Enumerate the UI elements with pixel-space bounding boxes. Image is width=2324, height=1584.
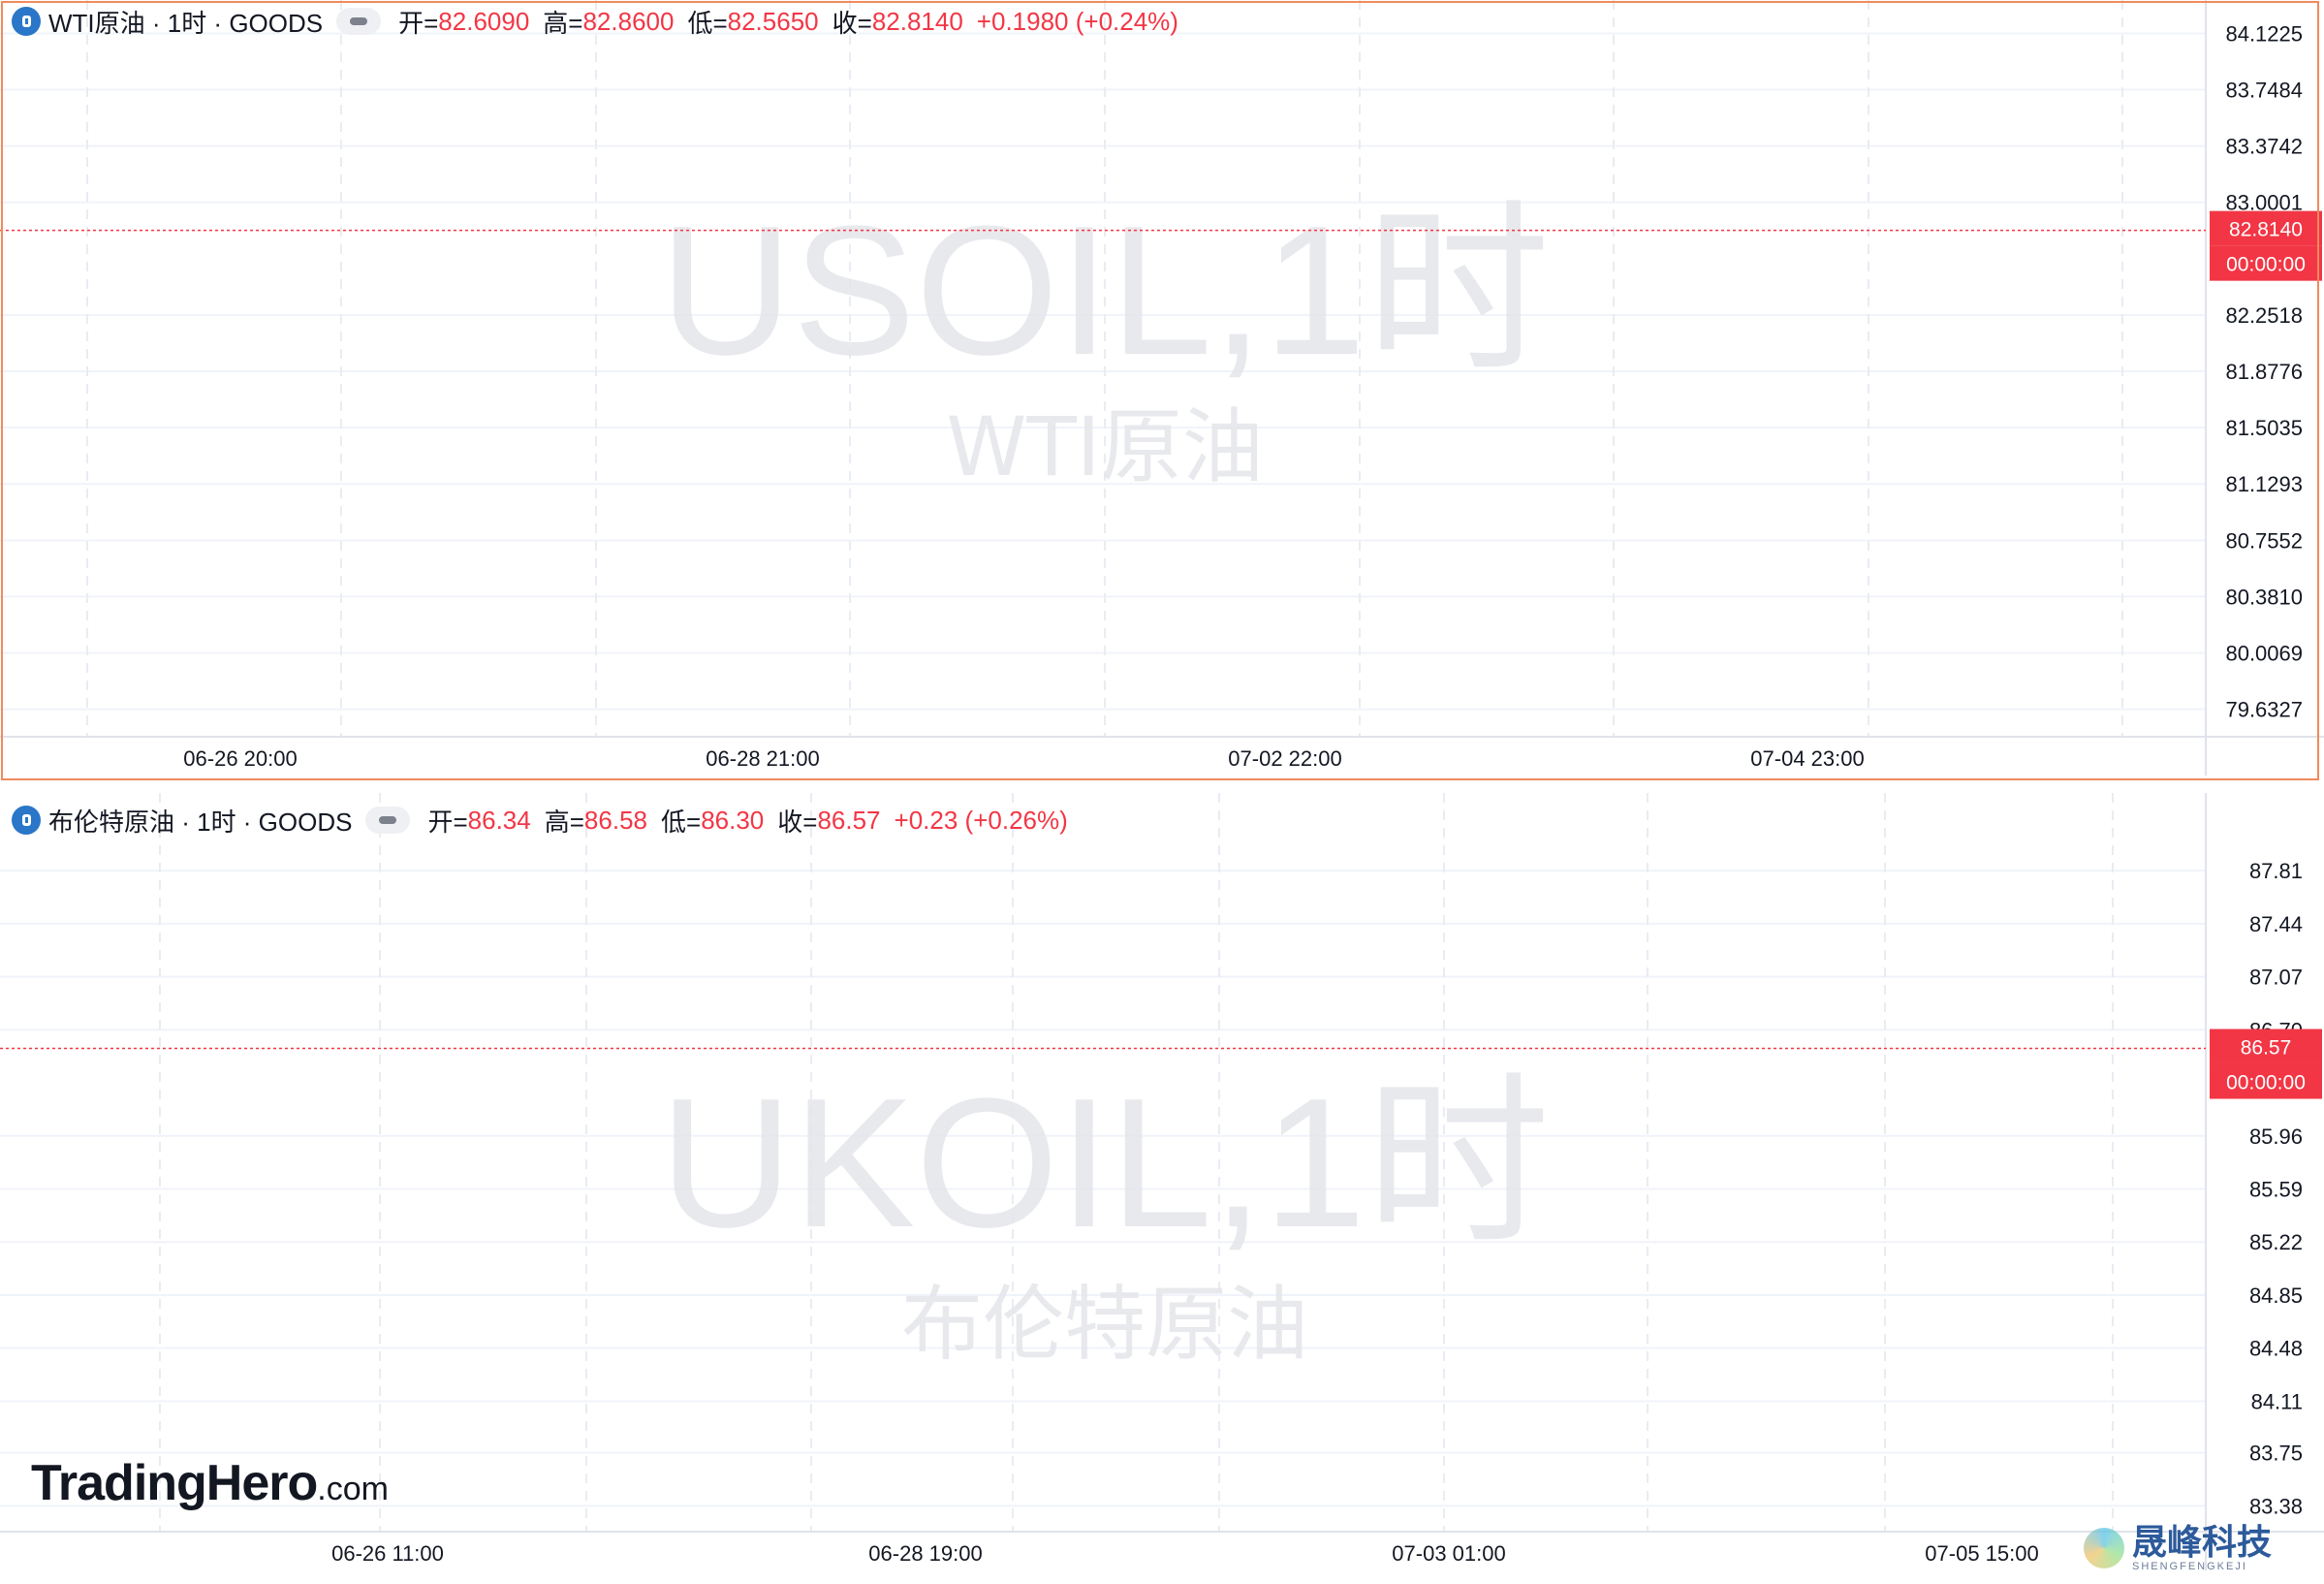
high-label: 高= (544, 807, 584, 837)
price-tick-label: 83.0001 (2225, 191, 2303, 215)
time-tick-label: 06-26 11:00 (331, 1541, 444, 1566)
brent-chart-pane[interactable]: UKOIL,1时布伦特原油87.8187.4487.0786.7085.9685… (0, 793, 2324, 1584)
watermark-ticker: USOIL,1时 (660, 188, 1551, 394)
price-tick-label: 80.0069 (2225, 642, 2303, 666)
price-tick-label: 85.96 (2249, 1125, 2303, 1149)
watermark-name: 布伦特原油 (901, 1277, 1308, 1372)
bar-countdown: 00:00:00 (2226, 1072, 2306, 1094)
grid (0, 0, 2206, 737)
grid (0, 793, 2206, 1532)
wti-legend: WTI原油 · 1时 · GOODS 开= 82.6090 高= 82.8600 低… (12, 2, 1178, 41)
time-tick-label: 06-28 21:00 (706, 746, 819, 771)
price-tick-label: 85.22 (2249, 1230, 2303, 1254)
low-value: 86.30 (701, 805, 765, 835)
countdown-box (2210, 1063, 2322, 1099)
open-label: 开= (398, 8, 439, 38)
high-label: 高= (543, 8, 583, 38)
price-tick-label: 81.8776 (2225, 360, 2303, 384)
time-tick-label: 06-26 20:00 (183, 746, 297, 771)
price-tick-label: 87.07 (2249, 966, 2303, 990)
price-tick-label: 84.11 (2251, 1389, 2303, 1413)
last-price-label: 82.8140 (2229, 219, 2303, 241)
price-tick-label: 83.75 (2249, 1441, 2303, 1466)
close-value: 82.8140 (871, 6, 963, 36)
brand-suffix: .com (317, 1471, 389, 1507)
price-tick-label: 85.59 (2249, 1177, 2303, 1201)
close-value: 86.57 (817, 805, 881, 835)
time-tick-label: 07-02 22:00 (1228, 746, 1341, 771)
shengfeng-logo: 晟峰科技 SHENGFENGKEJI (2084, 1524, 2272, 1572)
last-price-box (2210, 210, 2322, 246)
price-tick-label: 81.5035 (2225, 416, 2303, 440)
price-tick-label: 82.2518 (2225, 303, 2303, 328)
shengfeng-sub: SHENGFENGKEJI (2132, 1561, 2247, 1572)
price-tick-label: 84.48 (2249, 1337, 2303, 1361)
symbol-icon[interactable] (12, 806, 41, 835)
brent-candlestick-chart[interactable]: UKOIL,1时布伦特原油87.8187.4487.0786.7085.9685… (0, 793, 2324, 1584)
hide-legend-toggle-icon[interactable] (336, 8, 382, 35)
price-tick-label: 83.7484 (2225, 79, 2303, 103)
price-tick-label: 80.3810 (2225, 585, 2303, 609)
open-label: 开= (427, 807, 468, 837)
price-tick-label: 81.1293 (2225, 472, 2303, 496)
time-tick-label: 06-28 19:00 (868, 1541, 982, 1566)
last-price-box (2210, 1029, 2322, 1064)
shengfeng-name: 晟峰科技 (2132, 1522, 2273, 1563)
watermark-ticker: UKOIL,1时 (660, 1061, 1551, 1266)
symbol-icon[interactable] (12, 7, 41, 36)
high-value: 86.58 (583, 805, 647, 835)
price-tick-label: 84.1225 (2225, 21, 2303, 46)
time-tick-label: 07-04 23:00 (1750, 746, 1864, 771)
brent-legend: 布伦特原油 · 1时 · GOODS 开= 86.34 高= 86.58 低= 86.… (12, 801, 1068, 840)
price-tick-label: 87.81 (2249, 859, 2303, 883)
countdown-box (2210, 245, 2322, 281)
bar-countdown: 00:00:00 (2226, 254, 2306, 276)
close-label: 收= (832, 8, 872, 38)
watermark-name: WTI原油 (946, 399, 1263, 494)
symbol-title[interactable]: WTI原油 · 1时 · GOODS (48, 8, 324, 38)
open-value: 86.34 (467, 805, 531, 835)
time-tick-label: 07-03 01:00 (1392, 1541, 1505, 1566)
tradinghero-logo: TradingHero.com (31, 1454, 389, 1512)
wti-chart-pane[interactable]: USOIL,1时 WTI原油 84.1225 83.7484 83.3742 83.000… (0, 0, 2324, 785)
symbol-title[interactable]: 布伦特原油 · 1时 · GOODS (48, 807, 353, 837)
change-value: +0.1980 (+0.24%) (976, 6, 1178, 36)
low-label: 低= (661, 807, 702, 837)
low-value: 82.5650 (727, 6, 819, 36)
time-tick-label: 07-05 15:00 (1925, 1541, 2038, 1566)
price-tick-label: 87.44 (2249, 912, 2303, 936)
price-tick-label: 83.3742 (2225, 135, 2303, 159)
price-tick-label: 79.6327 (2225, 698, 2303, 722)
close-label: 收= (777, 807, 818, 837)
price-tick-label: 83.38 (2249, 1494, 2303, 1518)
low-label: 低= (687, 8, 728, 38)
price-tick-label: 80.7552 (2225, 528, 2303, 553)
open-value: 82.6090 (438, 6, 530, 36)
last-price-label: 86.57 (2241, 1037, 2292, 1060)
brand-name: TradingHero (31, 1455, 318, 1511)
hide-legend-toggle-icon[interactable] (365, 807, 411, 834)
shengfeng-mark-icon (2084, 1528, 2124, 1568)
change-value: +0.23 (+0.26%) (894, 805, 1068, 835)
high-value: 82.8600 (582, 6, 675, 36)
price-tick-label: 84.85 (2249, 1283, 2303, 1308)
